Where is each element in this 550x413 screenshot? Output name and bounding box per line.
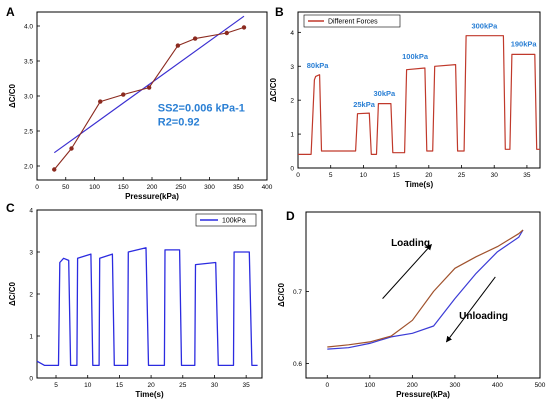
x-axis-label: Time(s) <box>405 180 434 189</box>
y-tick-label: 2.0 <box>24 164 33 171</box>
loading-arrow <box>382 244 432 299</box>
x-tick-label: 500 <box>535 382 546 389</box>
y-tick-label: 0.7 <box>293 289 302 296</box>
plot-frame <box>297 11 541 169</box>
plot-frame <box>36 11 268 181</box>
series-line <box>298 35 540 155</box>
data-point <box>69 146 74 151</box>
y-tick-label: 4 <box>29 208 33 215</box>
y-axis-label: ΔC/C0 <box>8 83 17 108</box>
panel-C: 5 10 15 20 25 30 35 0 1 2 3 4 Time(s) ΔC/C0 C 100kPa <box>6 201 263 399</box>
data-point <box>192 36 198 41</box>
y-tick-label: 2 <box>29 292 33 299</box>
x-tick-label: 400 <box>492 382 503 389</box>
x-tick-label: 300 <box>449 382 460 389</box>
unloading-label: Unloading <box>459 311 508 322</box>
legend-label: Different Forces <box>328 19 378 26</box>
x-tick-label: 20 <box>147 382 155 389</box>
y-tick-label: 4 <box>290 30 294 37</box>
data-point <box>98 99 103 104</box>
data-point <box>224 30 229 36</box>
force-label: 30kPa <box>373 89 396 98</box>
x-tick-label: 25 <box>458 172 466 179</box>
panel-B: 0 5 10 15 20 25 30 35 0 1 2 3 4 Time(s) ΔC/C0 B Differen… <box>269 5 541 189</box>
series-line <box>36 247 258 367</box>
panel-label: D <box>286 209 295 223</box>
force-label: 300kPa <box>471 21 498 30</box>
x-tick-label: 5 <box>329 172 333 179</box>
x-tick-label: 0 <box>296 172 300 179</box>
loading-line <box>327 229 524 348</box>
y-tick-label: 3.0 <box>24 94 33 101</box>
x-tick-label: 350 <box>233 184 244 191</box>
panel-label: A <box>6 5 15 19</box>
x-tick-label: 30 <box>491 172 499 179</box>
y-tick-label: 3 <box>290 64 294 71</box>
y-tick-label: 0 <box>290 166 294 173</box>
x-tick-label: 150 <box>118 184 129 191</box>
legend-box <box>303 14 401 28</box>
force-label: 100kPa <box>402 52 429 61</box>
data-point <box>146 85 152 90</box>
y-tick-label: 4.0 <box>24 24 33 31</box>
x-tick-label: 200 <box>147 184 158 191</box>
y-tick-label: 2.5 <box>24 129 33 136</box>
y-tick-label: 1 <box>29 334 33 341</box>
force-label: 80kPa <box>307 61 330 70</box>
x-tick-label: 200 <box>407 382 418 389</box>
y-tick-label: 0 <box>29 376 33 383</box>
x-tick-label: 25 <box>179 382 187 389</box>
x-tick-label: 100 <box>89 184 100 191</box>
y-axis-label: ΔC/C0 <box>269 77 278 102</box>
data-point <box>241 25 247 30</box>
x-tick-label: 30 <box>211 382 219 389</box>
x-axis-label: Time(s) <box>135 390 164 399</box>
x-tick-label: 10 <box>360 172 368 179</box>
x-tick-label: 400 <box>262 184 273 191</box>
x-tick-label: 250 <box>175 184 186 191</box>
data-point <box>121 92 126 97</box>
unloading-arrow <box>446 276 496 343</box>
force-label: 25kPa <box>353 100 376 109</box>
legend-label: 100kPa <box>222 218 246 225</box>
force-label: 190kPa <box>511 40 538 49</box>
legend-box <box>195 213 257 227</box>
x-tick-label: 300 <box>204 184 215 191</box>
x-axis-label: Pressure(kPa) <box>125 192 179 201</box>
x-tick-label: 35 <box>243 382 251 389</box>
y-tick-label: 0.6 <box>293 361 302 368</box>
x-tick-label: 100 <box>364 382 375 389</box>
y-tick-label: 1 <box>290 132 294 139</box>
x-tick-label: 15 <box>392 172 400 179</box>
panel-A: 0 50 100 150 200 250 300 350 400 2.0 2.5 3.0 3.5 4.0 P… <box>6 5 273 201</box>
y-tick-label: 3 <box>29 250 33 257</box>
y-tick-label: 2 <box>290 98 294 105</box>
y-tick-label: 3.5 <box>24 59 33 66</box>
sensitivity-annotation: SS2=0.006 kPa-1 <box>158 102 245 114</box>
r-squared-annotation: R2=0.92 <box>158 116 200 128</box>
x-tick-label: 10 <box>84 382 92 389</box>
loading-label: Loading <box>391 238 430 249</box>
y-axis-label: ΔC/C0 <box>277 282 286 307</box>
x-tick-label: 0 <box>325 382 329 389</box>
x-tick-label: 15 <box>116 382 124 389</box>
panel-label: B <box>275 5 284 19</box>
x-tick-label: 0 <box>35 184 39 191</box>
panel-label: C <box>6 201 15 215</box>
x-tick-label: 35 <box>523 172 531 179</box>
data-line <box>53 26 245 170</box>
x-tick-label: 5 <box>54 382 58 389</box>
x-tick-label: 20 <box>425 172 433 179</box>
y-axis-label: ΔC/C0 <box>8 281 17 306</box>
fit-line <box>53 15 245 154</box>
data-point <box>52 167 57 172</box>
unloading-line <box>327 229 524 350</box>
x-axis-label: Pressure(kPa) <box>396 390 450 399</box>
x-tick-label: 50 <box>62 184 70 191</box>
data-point <box>175 43 181 48</box>
plot-frame <box>305 211 541 379</box>
panel-D: 0 100 200 300 400 500 0.6 0.7 Pressure(kPa) ΔC/C0… <box>277 209 546 399</box>
